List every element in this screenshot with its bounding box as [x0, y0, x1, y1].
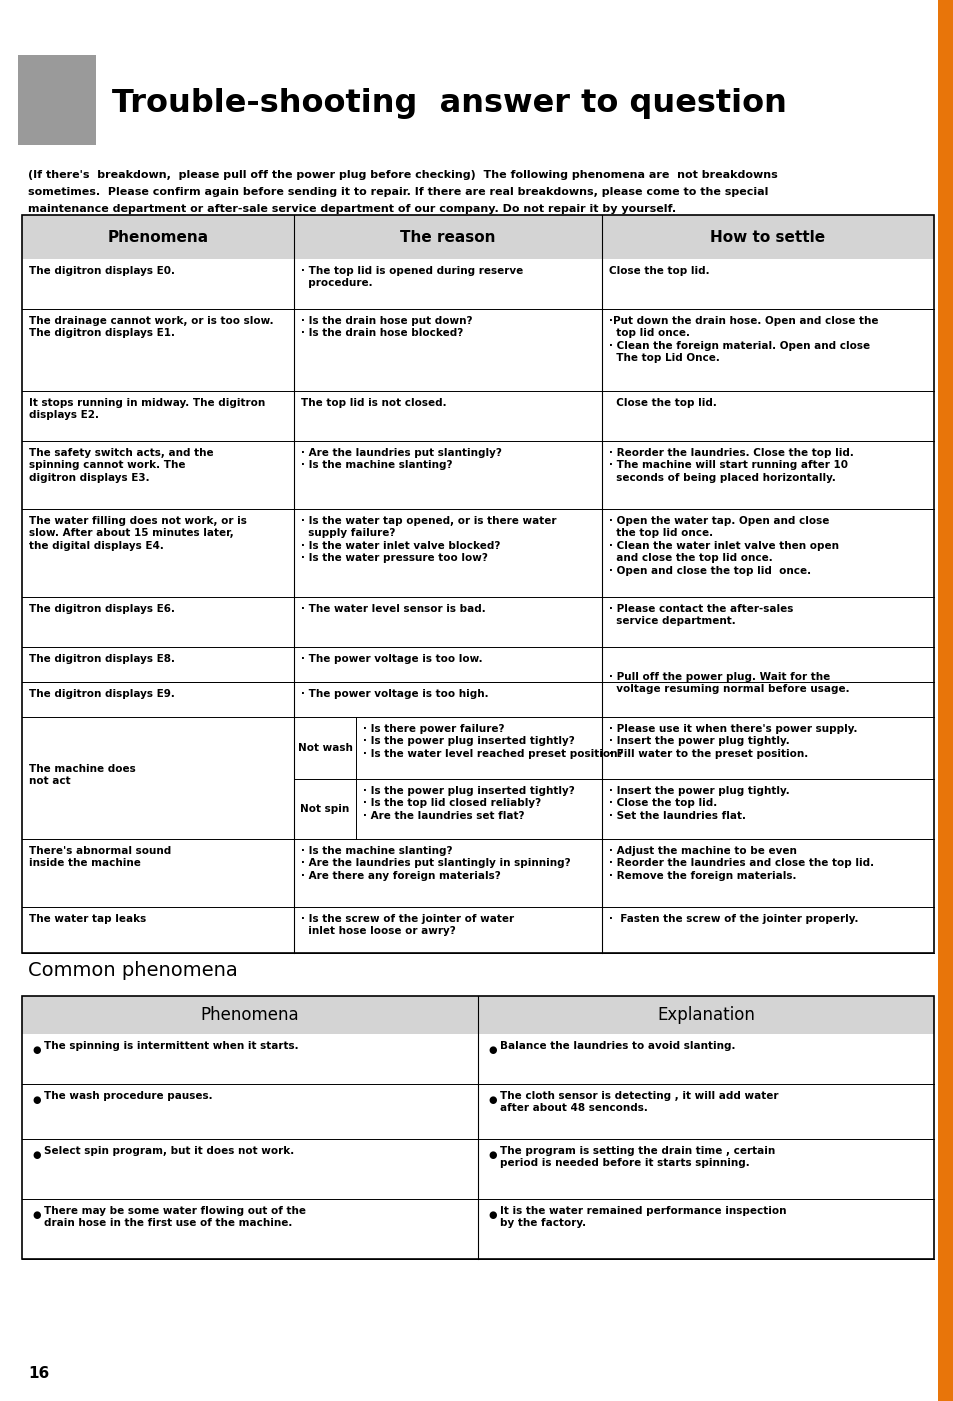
- Text: ●: ●: [32, 1096, 40, 1105]
- Text: There may be some water flowing out of the
drain hose in the first use of the ma: There may be some water flowing out of t…: [44, 1206, 306, 1229]
- Bar: [22, 839, 933, 906]
- Bar: [22, 259, 933, 310]
- Text: (If there's  breakdown,  please pull off the power plug before checking)  The fo: (If there's breakdown, please pull off t…: [28, 170, 777, 179]
- Text: · Reorder the laundries. Close the top lid.
· The machine will start running aft: · Reorder the laundries. Close the top l…: [608, 448, 853, 483]
- Text: The program is setting the drain time , certain
period is needed before it start: The program is setting the drain time , …: [499, 1146, 775, 1168]
- Bar: [22, 214, 933, 259]
- Text: ●: ●: [32, 1210, 40, 1220]
- Text: The safety switch acts, and the
spinning cannot work. The
digitron displays E3.: The safety switch acts, and the spinning…: [29, 448, 213, 483]
- Text: · The water level sensor is bad.: · The water level sensor is bad.: [301, 604, 485, 614]
- Text: · Open the water tap. Open and close
  the top lid once.
· Clean the water inlet: · Open the water tap. Open and close the…: [608, 516, 838, 576]
- Text: Not wash: Not wash: [297, 743, 352, 752]
- Bar: [22, 996, 933, 1259]
- Text: · Please use it when there's power supply.
· Insert the power plug tightly.
· Fi: · Please use it when there's power suppl…: [608, 724, 857, 759]
- Text: Not spin: Not spin: [300, 804, 349, 814]
- Text: The digitron displays E6.: The digitron displays E6.: [29, 604, 174, 614]
- Text: ●: ●: [488, 1096, 496, 1105]
- Text: The cloth sensor is detecting , it will add water
after about 48 senconds.: The cloth sensor is detecting , it will …: [499, 1091, 778, 1114]
- Text: Explanation: Explanation: [657, 1006, 754, 1024]
- Text: · Is the power plug inserted tightly?
· Is the top lid closed reliably?
· Are th: · Is the power plug inserted tightly? · …: [363, 786, 574, 821]
- Text: Select spin program, but it does not work.: Select spin program, but it does not wor…: [44, 1146, 294, 1156]
- Text: The top lid is not closed.: The top lid is not closed.: [301, 398, 446, 408]
- Text: · Is the machine slanting?
· Are the laundries put slantingly in spinning?
· Are: · Is the machine slanting? · Are the lau…: [301, 846, 570, 881]
- Text: maintenance department or after-sale service department of our company. Do not r: maintenance department or after-sale ser…: [28, 205, 676, 214]
- Bar: [937, 0, 953, 1401]
- Text: Close the top lid.: Close the top lid.: [608, 266, 709, 276]
- Text: 16: 16: [28, 1366, 50, 1380]
- Text: · Please contact the after-sales
  service department.: · Please contact the after-sales service…: [608, 604, 793, 626]
- Text: Common phenomena: Common phenomena: [28, 961, 237, 981]
- Text: The digitron displays E8.: The digitron displays E8.: [29, 654, 174, 664]
- Text: The reason: The reason: [400, 230, 496, 245]
- Text: The spinning is intermittent when it starts.: The spinning is intermittent when it sta…: [44, 1041, 298, 1051]
- Text: Phenomena: Phenomena: [200, 1006, 299, 1024]
- Text: · Is there power failure?
· Is the power plug inserted tightly?
· Is the water l: · Is there power failure? · Is the power…: [363, 724, 623, 759]
- Text: Balance the laundries to avoid slanting.: Balance the laundries to avoid slanting.: [499, 1041, 735, 1051]
- Text: · The top lid is opened during reserve
  procedure.: · The top lid is opened during reserve p…: [301, 266, 522, 289]
- Text: · Are the laundries put slantingly?
· Is the machine slanting?: · Are the laundries put slantingly? · Is…: [301, 448, 501, 471]
- Text: How to settle: How to settle: [710, 230, 824, 245]
- Text: ·  Fasten the screw of the jointer properly.: · Fasten the screw of the jointer proper…: [608, 913, 858, 925]
- Text: Trouble-shooting  answer to question: Trouble-shooting answer to question: [112, 88, 786, 119]
- Text: sometimes.  Please confirm again before sending it to repair. If there are real : sometimes. Please confirm again before s…: [28, 186, 767, 198]
- Text: The wash procedure pauses.: The wash procedure pauses.: [44, 1091, 213, 1101]
- Text: · Is the water tap opened, or is there water
  supply failure?
· Is the water in: · Is the water tap opened, or is there w…: [301, 516, 556, 563]
- Text: · Adjust the machine to be even
· Reorder the laundries and close the top lid.
·: · Adjust the machine to be even · Reorde…: [608, 846, 873, 881]
- Text: The digitron displays E0.: The digitron displays E0.: [29, 266, 174, 276]
- Text: ●: ●: [488, 1045, 496, 1055]
- Text: The water tap leaks: The water tap leaks: [29, 913, 146, 925]
- Text: ●: ●: [488, 1210, 496, 1220]
- Text: Close the top lid.: Close the top lid.: [608, 398, 716, 408]
- Text: There's abnormal sound
inside the machine: There's abnormal sound inside the machin…: [29, 846, 172, 869]
- Text: ●: ●: [32, 1045, 40, 1055]
- Text: ·Put down the drain hose. Open and close the
  top lid once.
· Clean the foreign: ·Put down the drain hose. Open and close…: [608, 317, 878, 363]
- Text: It is the water remained performance inspection
by the factory.: It is the water remained performance ins…: [499, 1206, 785, 1229]
- Text: · Insert the power plug tightly.
· Close the top lid.
· Set the laundries flat.: · Insert the power plug tightly. · Close…: [608, 786, 789, 821]
- Text: · The power voltage is too low.: · The power voltage is too low.: [301, 654, 482, 664]
- Text: ●: ●: [488, 1150, 496, 1160]
- Bar: [22, 441, 933, 509]
- Bar: [22, 906, 933, 953]
- Text: · Pull off the power plug. Wait for the
  voltage resuming normal before usage.: · Pull off the power plug. Wait for the …: [608, 672, 849, 695]
- Text: · The power voltage is too high.: · The power voltage is too high.: [301, 689, 488, 699]
- Bar: [22, 214, 933, 953]
- Text: The drainage cannot work, or is too slow.
The digitron displays E1.: The drainage cannot work, or is too slow…: [29, 317, 274, 339]
- Text: The digitron displays E9.: The digitron displays E9.: [29, 689, 174, 699]
- Bar: [22, 391, 933, 441]
- Bar: [22, 597, 933, 647]
- Bar: [22, 509, 933, 597]
- Text: Phenomena: Phenomena: [108, 230, 209, 245]
- Text: It stops running in midway. The digitron
displays E2.: It stops running in midway. The digitron…: [29, 398, 265, 420]
- Bar: [22, 996, 933, 1034]
- Text: · Is the screw of the jointer of water
  inlet hose loose or awry?: · Is the screw of the jointer of water i…: [301, 913, 514, 936]
- Text: ●: ●: [32, 1150, 40, 1160]
- Text: The machine does
not act: The machine does not act: [29, 764, 135, 786]
- Bar: [18, 55, 96, 144]
- Text: · Is the drain hose put down?
· Is the drain hose blocked?: · Is the drain hose put down? · Is the d…: [301, 317, 472, 339]
- Bar: [22, 310, 933, 391]
- Text: The water filling does not work, or is
slow. After about 15 minutes later,
the d: The water filling does not work, or is s…: [29, 516, 247, 551]
